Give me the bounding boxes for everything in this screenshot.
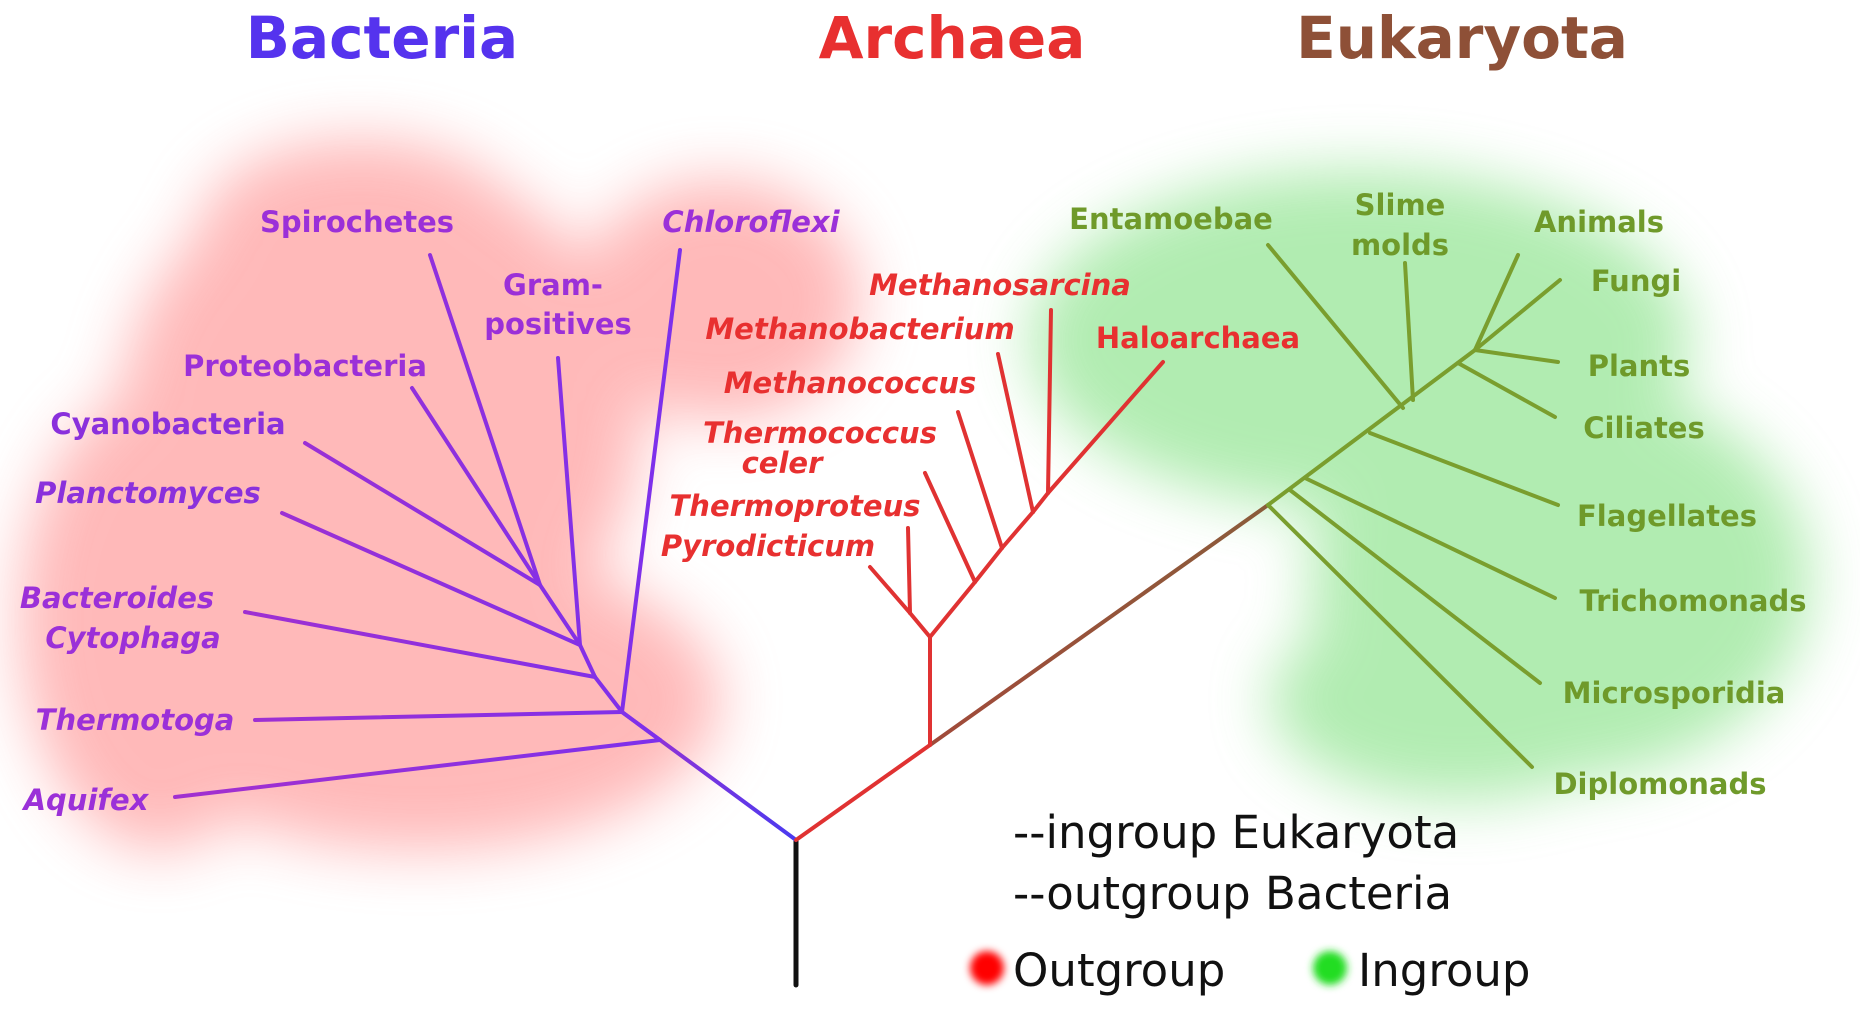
branch-pyrodicticum <box>868 565 912 615</box>
leaf-label-thermococcus: Thermococcus <box>703 416 937 450</box>
branch-thermoproteus <box>906 526 912 615</box>
branch-haloarchaea <box>1046 360 1165 495</box>
branch-spirochetes <box>428 253 542 587</box>
leaf-label-chloroflexi: Chloroflexi <box>662 205 840 239</box>
branch-archaea-a <box>908 611 932 639</box>
branch-bacteroides <box>243 610 597 679</box>
branch-archaea-c <box>973 546 1004 584</box>
leaf-label-diplomonads: Diplomonads <box>1553 767 1766 801</box>
archaea-eukaryota-stem <box>794 743 932 842</box>
leaf-label-slime: Slime <box>1355 188 1446 222</box>
branch-slime-molds <box>1403 261 1415 402</box>
eukaryota-labels: Entamoebae Slime molds Animals Fungi Pla… <box>1069 188 1806 801</box>
outgroup-halo <box>20 140 860 850</box>
branch-archaea-b <box>928 580 977 639</box>
leaf-label-plants: Plants <box>1588 349 1691 383</box>
branch-bacteria-inner3 <box>538 583 582 647</box>
leaf-label-planctomyces: Planctomyces <box>35 476 261 510</box>
branch-flagellates <box>1368 431 1560 507</box>
domain-title-eukaryota: Eukaryota <box>1296 4 1628 72</box>
leaf-label-methanosarcina: Methanosarcina <box>869 268 1131 302</box>
branch-gram-positives <box>556 356 582 647</box>
bacteria-branches <box>173 248 682 799</box>
branch-chloroflexi <box>620 248 682 714</box>
domain-title-bacteria: Bacteria <box>246 4 518 72</box>
leaf-label-methanococcus: Methanococcus <box>724 366 977 400</box>
leaf-label-flagellates: Flagellates <box>1577 499 1757 533</box>
legend-outgroup-note: --outgroup Bacteria <box>1013 867 1452 920</box>
leaf-label-aquifex: Aquifex <box>22 783 150 817</box>
bacteria-labels: Spirochetes Gram- positives Chloroflexi … <box>20 205 841 817</box>
branch-archaea-d <box>1000 510 1035 550</box>
branch-archaea-e <box>1031 491 1050 514</box>
outgroup-swatch <box>970 951 1004 985</box>
eukaryota-stem <box>928 503 1270 747</box>
branch-ciliates <box>1456 361 1557 419</box>
ingroup-halo <box>1030 170 1810 800</box>
leaf-label-fungi: Fungi <box>1591 264 1681 298</box>
leaf-label-proteobacteria: Proteobacteria <box>183 349 427 383</box>
leaf-label-thermoproteus: Thermoproteus <box>670 489 921 523</box>
leaf-label-thermotoga: Thermotoga <box>36 703 235 737</box>
legend-ingroup-note: --ingroup Eukaryota <box>1013 806 1459 859</box>
leaf-label-microsporidia: Microsporidia <box>1563 676 1786 710</box>
branch-bacteria-inner2 <box>578 643 597 679</box>
domain-title-archaea: Archaea <box>819 4 1086 72</box>
branch-proteobacteria <box>410 386 542 587</box>
leaf-label-animals: Animals <box>1534 205 1664 239</box>
branch-microsporidia <box>1288 488 1542 685</box>
branch-methanosarcina <box>1046 308 1053 495</box>
leaf-label-celer: celer <box>742 446 824 480</box>
branch-aquifex <box>173 738 662 799</box>
branch-bacteria-inner <box>593 675 624 714</box>
branch-entamoebae <box>1266 243 1405 410</box>
leaf-label-methanobacterium: Methanobacterium <box>705 312 1014 346</box>
leaf-label-pyrodicticum: Pyrodicticum <box>661 529 875 563</box>
leaf-label-trichomonads: Trichomonads <box>1580 584 1807 618</box>
branch-fungi <box>1473 278 1562 352</box>
branch-methanobacterium <box>996 352 1035 514</box>
leaf-label-molds: molds <box>1351 228 1449 262</box>
legend: --ingroup Eukaryota --outgroup Bacteria … <box>970 806 1531 997</box>
branch-euk-trunk <box>1266 348 1477 507</box>
ingroup-swatch <box>1313 951 1347 985</box>
branch-plants <box>1473 348 1560 364</box>
legend-ingroup-label: Ingroup <box>1358 944 1531 997</box>
leaf-label-ciliates: Ciliates <box>1583 411 1704 445</box>
leaf-label-positives: positives <box>484 307 632 341</box>
leaf-label-haloarchaea: Haloarchaea <box>1096 321 1300 355</box>
leaf-label-bacteroides: Bacteroides <box>20 581 214 615</box>
archaea-labels: Methanosarcina Methanobacterium Haloarch… <box>661 268 1300 563</box>
leaf-label-gram: Gram- <box>503 268 603 302</box>
branch-bacteria-node <box>620 710 662 742</box>
branch-thermotoga <box>253 710 624 722</box>
archaea-branches <box>868 308 1165 747</box>
leaf-label-cyanobacteria: Cyanobacteria <box>50 407 285 441</box>
eukaryota-branches <box>1266 243 1562 769</box>
branch-thermococcus <box>923 471 977 584</box>
branch-animals <box>1473 253 1520 352</box>
legend-outgroup-label: Outgroup <box>1013 944 1225 997</box>
leaf-label-spirochetes: Spirochetes <box>260 205 454 239</box>
leaf-label-cytophaga: Cytophaga <box>45 621 220 655</box>
branch-trichomonads <box>1303 476 1557 600</box>
branch-planctomyces <box>280 511 582 647</box>
branch-methanococcus <box>956 410 1004 550</box>
leaf-label-entamoebae: Entamoebae <box>1069 202 1273 236</box>
branch-diplomonads <box>1266 503 1534 769</box>
branch-cyanobacteria <box>303 441 542 587</box>
